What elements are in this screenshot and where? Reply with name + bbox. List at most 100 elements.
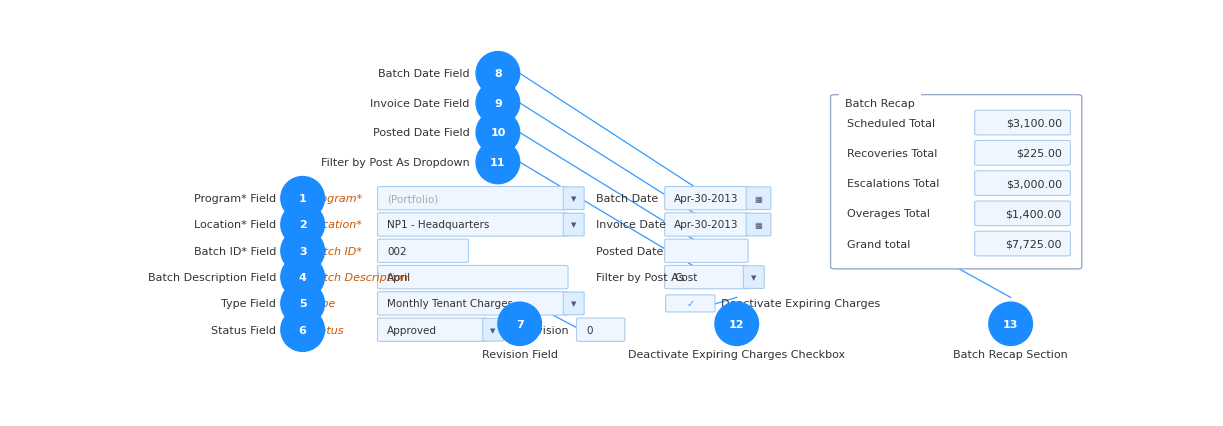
Ellipse shape bbox=[715, 302, 758, 345]
Text: Recoveries Total: Recoveries Total bbox=[846, 149, 937, 158]
FancyBboxPatch shape bbox=[665, 239, 748, 263]
Ellipse shape bbox=[498, 302, 542, 345]
Text: ▼: ▼ bbox=[571, 301, 576, 307]
FancyBboxPatch shape bbox=[564, 292, 585, 315]
FancyBboxPatch shape bbox=[975, 171, 1070, 196]
Text: Batch Description Field: Batch Description Field bbox=[148, 273, 276, 282]
Text: Program*: Program* bbox=[309, 194, 362, 204]
Text: Type: Type bbox=[309, 299, 335, 309]
FancyBboxPatch shape bbox=[975, 141, 1070, 166]
Text: Batch Date Field: Batch Date Field bbox=[378, 69, 470, 79]
Text: ▦: ▦ bbox=[755, 221, 762, 230]
Text: Escalations Total: Escalations Total bbox=[846, 178, 939, 189]
Text: 1: 1 bbox=[298, 194, 307, 204]
FancyBboxPatch shape bbox=[564, 214, 585, 236]
Ellipse shape bbox=[281, 308, 324, 351]
Text: 8: 8 bbox=[494, 69, 501, 79]
FancyBboxPatch shape bbox=[746, 214, 770, 236]
Text: Apr-30-2013: Apr-30-2013 bbox=[674, 220, 739, 230]
Text: Posted Date: Posted Date bbox=[597, 246, 664, 256]
Text: Revision Field: Revision Field bbox=[482, 350, 558, 360]
Text: ▼: ▼ bbox=[751, 274, 757, 280]
Text: Filter by Post As Dropdown: Filter by Post As Dropdown bbox=[320, 158, 470, 168]
FancyBboxPatch shape bbox=[378, 292, 567, 315]
Text: Batch Date: Batch Date bbox=[597, 194, 659, 204]
Text: ✓: ✓ bbox=[686, 299, 695, 309]
Ellipse shape bbox=[281, 256, 324, 299]
FancyBboxPatch shape bbox=[665, 266, 748, 289]
Text: (Portfolio): (Portfolio) bbox=[386, 194, 438, 204]
Text: Deactivate Expiring Charges Checkbox: Deactivate Expiring Charges Checkbox bbox=[629, 350, 845, 360]
FancyBboxPatch shape bbox=[378, 187, 567, 210]
Text: Grand total: Grand total bbox=[846, 239, 910, 249]
FancyBboxPatch shape bbox=[665, 187, 748, 210]
Text: 3: 3 bbox=[298, 246, 307, 256]
Text: Apr-30-2013: Apr-30-2013 bbox=[674, 194, 739, 204]
FancyBboxPatch shape bbox=[975, 111, 1070, 135]
Text: 11: 11 bbox=[490, 158, 505, 168]
Text: $7,725.00: $7,725.00 bbox=[1005, 239, 1062, 249]
Text: Monthly Tenant Charges: Monthly Tenant Charges bbox=[386, 299, 512, 309]
Text: $225.00: $225.00 bbox=[1016, 149, 1062, 158]
Text: Status Field: Status Field bbox=[212, 325, 276, 335]
Text: ▼: ▼ bbox=[571, 196, 576, 202]
FancyBboxPatch shape bbox=[564, 187, 585, 210]
FancyBboxPatch shape bbox=[665, 213, 748, 236]
FancyBboxPatch shape bbox=[378, 266, 567, 289]
Text: $3,100.00: $3,100.00 bbox=[1005, 118, 1062, 128]
Text: Type Field: Type Field bbox=[221, 299, 276, 309]
Text: 10: 10 bbox=[490, 128, 505, 138]
Text: 6: 6 bbox=[298, 325, 307, 335]
FancyBboxPatch shape bbox=[378, 213, 567, 236]
Text: Revision: Revision bbox=[522, 325, 569, 335]
Ellipse shape bbox=[281, 282, 324, 325]
Ellipse shape bbox=[476, 52, 520, 96]
Text: April: April bbox=[386, 273, 411, 282]
Text: Invoice Date: Invoice Date bbox=[597, 220, 667, 230]
Ellipse shape bbox=[989, 302, 1032, 345]
Text: 13: 13 bbox=[1003, 319, 1019, 329]
Ellipse shape bbox=[281, 177, 324, 220]
Ellipse shape bbox=[281, 203, 324, 247]
Text: 5: 5 bbox=[298, 299, 307, 309]
Text: Cost: Cost bbox=[674, 273, 697, 282]
Text: Overages Total: Overages Total bbox=[846, 209, 929, 219]
FancyBboxPatch shape bbox=[744, 266, 764, 289]
FancyBboxPatch shape bbox=[975, 232, 1070, 256]
Ellipse shape bbox=[476, 141, 520, 184]
Text: Scheduled Total: Scheduled Total bbox=[846, 118, 934, 128]
Text: NP1 - Headquarters: NP1 - Headquarters bbox=[386, 220, 489, 230]
Text: Posted Date Field: Posted Date Field bbox=[373, 128, 470, 138]
Ellipse shape bbox=[476, 112, 520, 155]
FancyBboxPatch shape bbox=[378, 239, 468, 263]
Text: Batch Recap Section: Batch Recap Section bbox=[953, 350, 1068, 360]
Text: Filter by Post As: Filter by Post As bbox=[597, 273, 685, 282]
Text: Invoice Date Field: Invoice Date Field bbox=[371, 98, 470, 109]
Text: ▼: ▼ bbox=[490, 327, 495, 333]
Text: Batch Recap: Batch Recap bbox=[845, 98, 915, 109]
FancyBboxPatch shape bbox=[830, 95, 1082, 269]
Text: Location* Field: Location* Field bbox=[194, 220, 276, 230]
Text: $3,000.00: $3,000.00 bbox=[1005, 178, 1062, 189]
FancyBboxPatch shape bbox=[483, 319, 504, 341]
FancyBboxPatch shape bbox=[665, 295, 715, 312]
FancyBboxPatch shape bbox=[576, 318, 625, 342]
Text: Location*: Location* bbox=[309, 220, 362, 230]
Text: Batch ID* Field: Batch ID* Field bbox=[193, 246, 276, 256]
Text: Program* Field: Program* Field bbox=[194, 194, 276, 204]
Text: 9: 9 bbox=[494, 98, 501, 109]
Text: 2: 2 bbox=[298, 220, 307, 230]
Text: Deactivate Expiring Charges: Deactivate Expiring Charges bbox=[720, 299, 879, 309]
Text: Status: Status bbox=[309, 325, 345, 335]
Text: ▦: ▦ bbox=[755, 194, 762, 203]
Text: 002: 002 bbox=[386, 246, 406, 256]
Ellipse shape bbox=[476, 82, 520, 125]
FancyBboxPatch shape bbox=[378, 318, 488, 342]
Text: 12: 12 bbox=[729, 319, 745, 329]
Text: Batch ID*: Batch ID* bbox=[309, 246, 362, 256]
Text: 7: 7 bbox=[516, 319, 523, 329]
Text: Batch Description: Batch Description bbox=[309, 273, 408, 282]
Text: 4: 4 bbox=[298, 273, 307, 282]
Text: 0: 0 bbox=[586, 325, 592, 335]
Ellipse shape bbox=[281, 230, 324, 273]
